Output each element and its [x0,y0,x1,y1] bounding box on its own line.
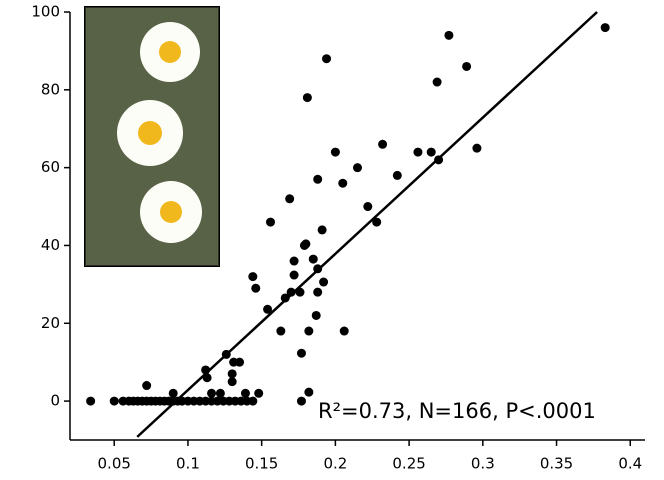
point [313,264,323,274]
x-tick-label: 0.1 [176,455,200,473]
point [413,147,423,157]
x-tick-label: 0.25 [392,455,425,473]
point [338,178,348,188]
point [363,202,373,212]
point [311,310,321,320]
point [201,365,211,375]
x-tick-label: 0.3 [471,455,495,473]
y-tick-label: 0 [50,392,60,410]
point [227,377,237,387]
x-tick-label: 0.35 [540,455,573,473]
point [444,30,454,40]
point [426,147,436,157]
point [296,396,306,406]
y-tick-label: 20 [41,314,60,332]
point [289,270,299,280]
point [313,174,323,184]
y-tick-label: 100 [31,3,60,21]
point [240,388,250,398]
point [109,396,119,406]
point [276,326,286,336]
point [378,139,388,149]
point [319,277,329,287]
point [330,147,340,157]
y-tick-label: 80 [41,80,60,98]
point [263,304,273,314]
point [462,61,472,71]
x-tick-label: 0.15 [245,455,278,473]
point [280,293,290,303]
point [372,217,382,227]
point [600,23,610,33]
point [296,348,306,358]
point [248,396,258,406]
point [235,357,245,367]
inset-photo [84,6,220,267]
point [254,388,264,398]
x-tick-label: 0.05 [98,455,131,473]
point [322,54,332,64]
point [434,155,444,165]
point [285,194,295,204]
point [221,349,231,359]
point [215,388,225,398]
x-tick-label: 0.2 [323,455,347,473]
point [472,143,482,153]
point [302,93,312,103]
fit-line [136,11,598,438]
point [251,283,261,293]
point [301,239,311,249]
point [286,287,296,297]
point [266,217,276,227]
point [308,254,318,264]
point [313,287,323,297]
x-tick-label: 0.4 [618,455,642,473]
point [142,381,152,391]
point [202,373,212,383]
y-tick-label: 60 [41,158,60,176]
point [227,369,237,379]
point [304,326,314,336]
point [168,388,178,398]
point [207,388,217,398]
point [392,170,402,180]
point [317,225,327,235]
point [353,163,362,173]
point [304,387,314,397]
annotation: R²=0.73, N=166, P<.0001 [318,399,596,423]
point [339,326,349,336]
y-tick-label: 40 [41,236,60,254]
point [86,396,96,406]
point [432,77,442,87]
point [248,272,258,282]
point [295,287,305,297]
point [289,256,299,266]
